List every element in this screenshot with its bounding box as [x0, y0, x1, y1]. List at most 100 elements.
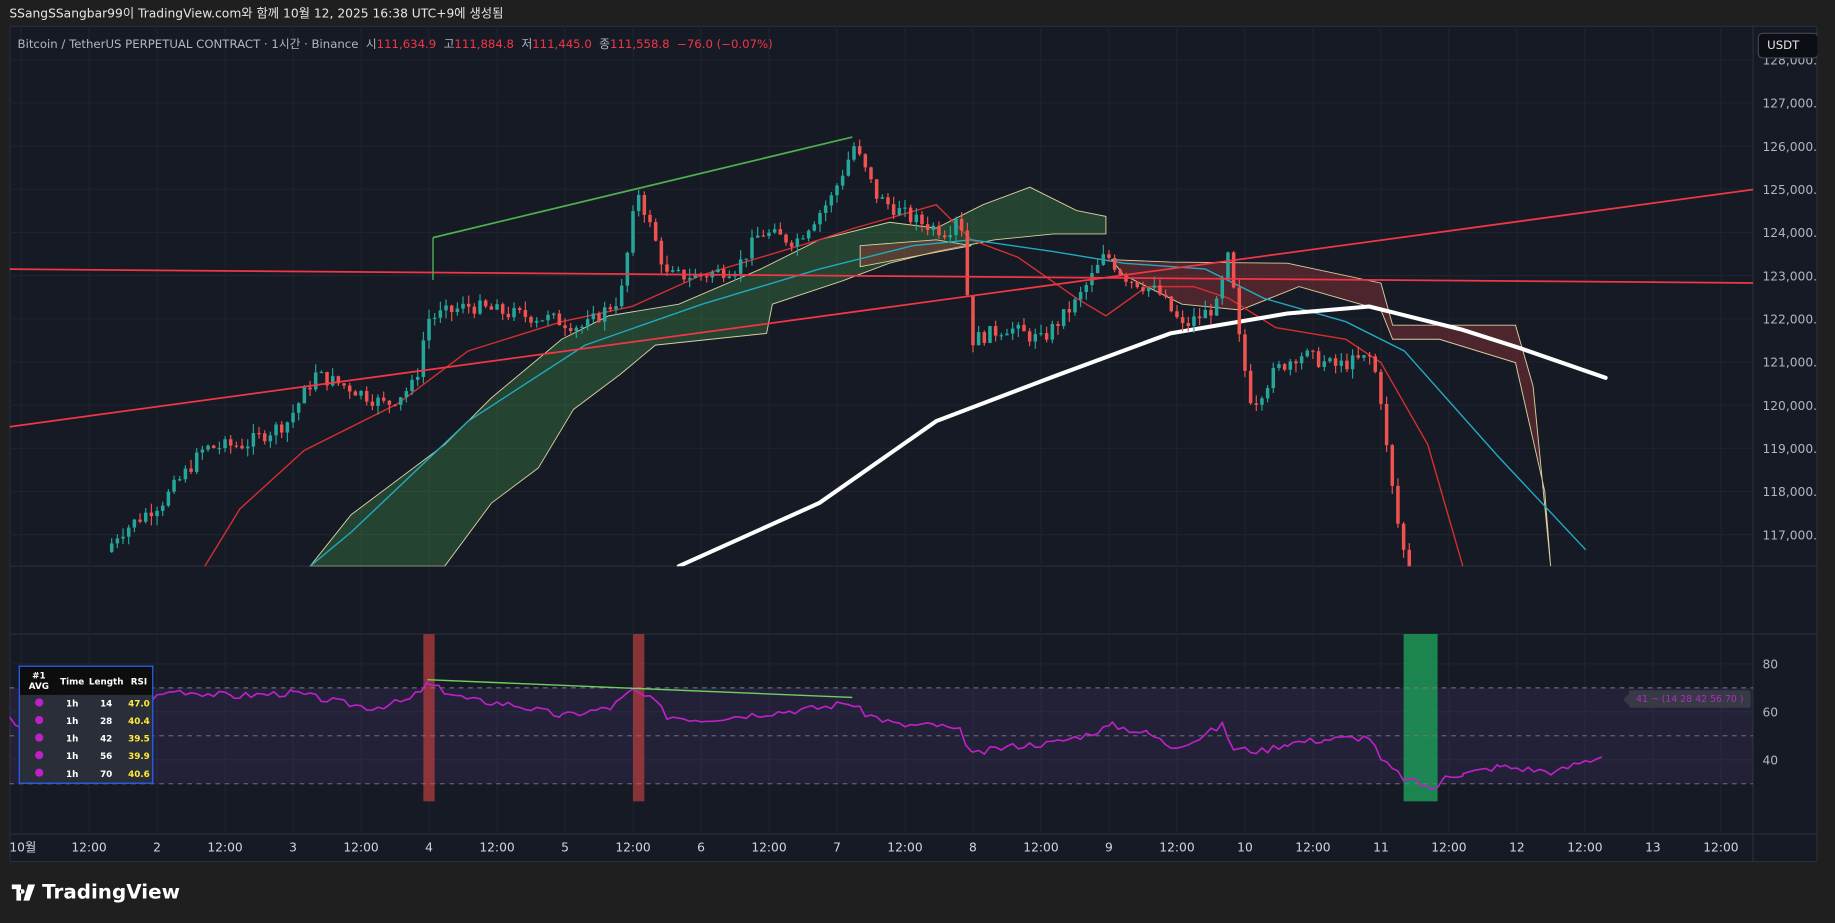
candle-body: [381, 397, 386, 401]
time-tick-label[interactable]: 12:00: [887, 841, 922, 855]
candle-body: [336, 376, 341, 384]
candle-body: [614, 306, 618, 310]
candle-body: [1396, 485, 1400, 524]
time-tick-label[interactable]: 12:00: [1023, 841, 1058, 855]
candle: [1050, 320, 1055, 344]
candle-body: [597, 313, 601, 322]
currency-button[interactable]: USDT: [1757, 32, 1819, 59]
candle: [166, 489, 171, 508]
time-tick-label[interactable]: 12:00: [71, 841, 106, 855]
candle-body: [631, 211, 635, 253]
candle-body: [1305, 350, 1310, 357]
candle-body: [500, 304, 505, 314]
time-tick-label[interactable]: 3: [289, 841, 297, 855]
candle: [364, 386, 369, 406]
candle-body: [217, 448, 222, 450]
candle-body: [166, 491, 171, 506]
candle: [523, 301, 528, 323]
candle: [427, 309, 431, 349]
time-tick-label[interactable]: 12:00: [1431, 841, 1466, 855]
candle-body: [427, 318, 431, 341]
symbol-name[interactable]: Bitcoin / TetherUS PERPETUAL CONTRACT · …: [17, 38, 359, 52]
candle: [319, 370, 324, 374]
candle: [665, 255, 669, 277]
time-tick-label[interactable]: 10: [1237, 841, 1253, 855]
candle-body: [755, 235, 760, 238]
rsi-table-header: #1 AVG Time Length RSI: [19, 666, 153, 695]
candle-body: [1056, 323, 1060, 326]
time-tick-label[interactable]: 12:00: [479, 841, 514, 855]
time-tick-label[interactable]: 12:00: [1159, 841, 1194, 855]
candle: [353, 389, 358, 396]
candle-body: [274, 424, 278, 436]
candle: [1362, 354, 1366, 362]
time-tick-label[interactable]: 12:00: [615, 841, 650, 855]
candle: [1107, 250, 1111, 262]
candle-body: [1231, 252, 1236, 288]
candle-body: [183, 468, 188, 480]
chart-container[interactable]: [9, 25, 1818, 863]
candle-body: [149, 512, 154, 517]
time-tick-label[interactable]: 12:00: [207, 841, 242, 855]
time-tick-label[interactable]: 12:00: [1567, 841, 1602, 855]
ichimoku-cloud-red: [859, 239, 972, 268]
rsi-line: [9, 680, 1603, 791]
time-tick-label[interactable]: 12:00: [343, 841, 378, 855]
candle-body: [1180, 317, 1185, 324]
candle: [1396, 478, 1400, 528]
time-tick-label[interactable]: 5: [561, 841, 569, 855]
candle: [874, 179, 879, 203]
time-tick-label[interactable]: 12:00: [1703, 841, 1738, 855]
row-length: 56: [100, 751, 113, 762]
time-tick-label[interactable]: 8: [969, 841, 977, 855]
candle: [1209, 303, 1213, 325]
time-tick-label[interactable]: 2: [153, 841, 161, 855]
candle-body: [806, 230, 811, 239]
candle: [1328, 356, 1332, 364]
time-tick-label[interactable]: 6: [697, 841, 705, 855]
time-tick-label[interactable]: 9: [1105, 841, 1113, 855]
time-tick-label[interactable]: 11: [1373, 841, 1389, 855]
candle-body: [1237, 287, 1242, 335]
candle-body: [189, 468, 193, 472]
candle: [863, 153, 868, 172]
candle-body: [523, 310, 528, 317]
candle: [177, 476, 182, 482]
candle-body: [835, 185, 839, 196]
candle-body: [228, 439, 233, 446]
candle: [483, 298, 488, 309]
time-tick-label[interactable]: 12:00: [751, 841, 786, 855]
candle: [529, 315, 533, 328]
candle-body: [665, 264, 669, 272]
candle: [925, 216, 930, 236]
time-tick-label[interactable]: 10월: [9, 841, 36, 855]
candle: [676, 266, 681, 273]
candle-body: [778, 229, 783, 235]
time-tick-label[interactable]: 4: [425, 841, 433, 855]
right-edge-scrollbar[interactable]: [1817, 25, 1835, 863]
candle: [1033, 328, 1038, 349]
candle: [1311, 349, 1315, 360]
snapshot-title: SSangSSangbar99이 TradingView.com와 함께 10월…: [9, 7, 504, 22]
candle-body: [489, 306, 494, 310]
time-tick-label[interactable]: 12: [1509, 841, 1525, 855]
price-tick-label: 117,000.0: [1762, 528, 1824, 542]
candle: [1220, 275, 1225, 305]
header-time: Time: [57, 666, 87, 695]
candle: [376, 394, 380, 415]
candle-body: [115, 538, 120, 544]
time-tick-label[interactable]: 12:00: [1295, 841, 1330, 855]
candle-body: [1163, 294, 1168, 297]
candle-body: [438, 310, 443, 318]
candle: [568, 322, 573, 334]
candle: [750, 229, 754, 266]
candle: [1265, 385, 1270, 403]
candle: [959, 212, 964, 237]
time-tick-label[interactable]: 13: [1645, 841, 1661, 855]
tradingview-logo[interactable]: TradingView: [11, 881, 180, 904]
candle-body: [1169, 296, 1174, 312]
time-tick-label[interactable]: 7: [833, 841, 841, 855]
candle-body: [750, 237, 754, 259]
candle: [149, 503, 154, 526]
